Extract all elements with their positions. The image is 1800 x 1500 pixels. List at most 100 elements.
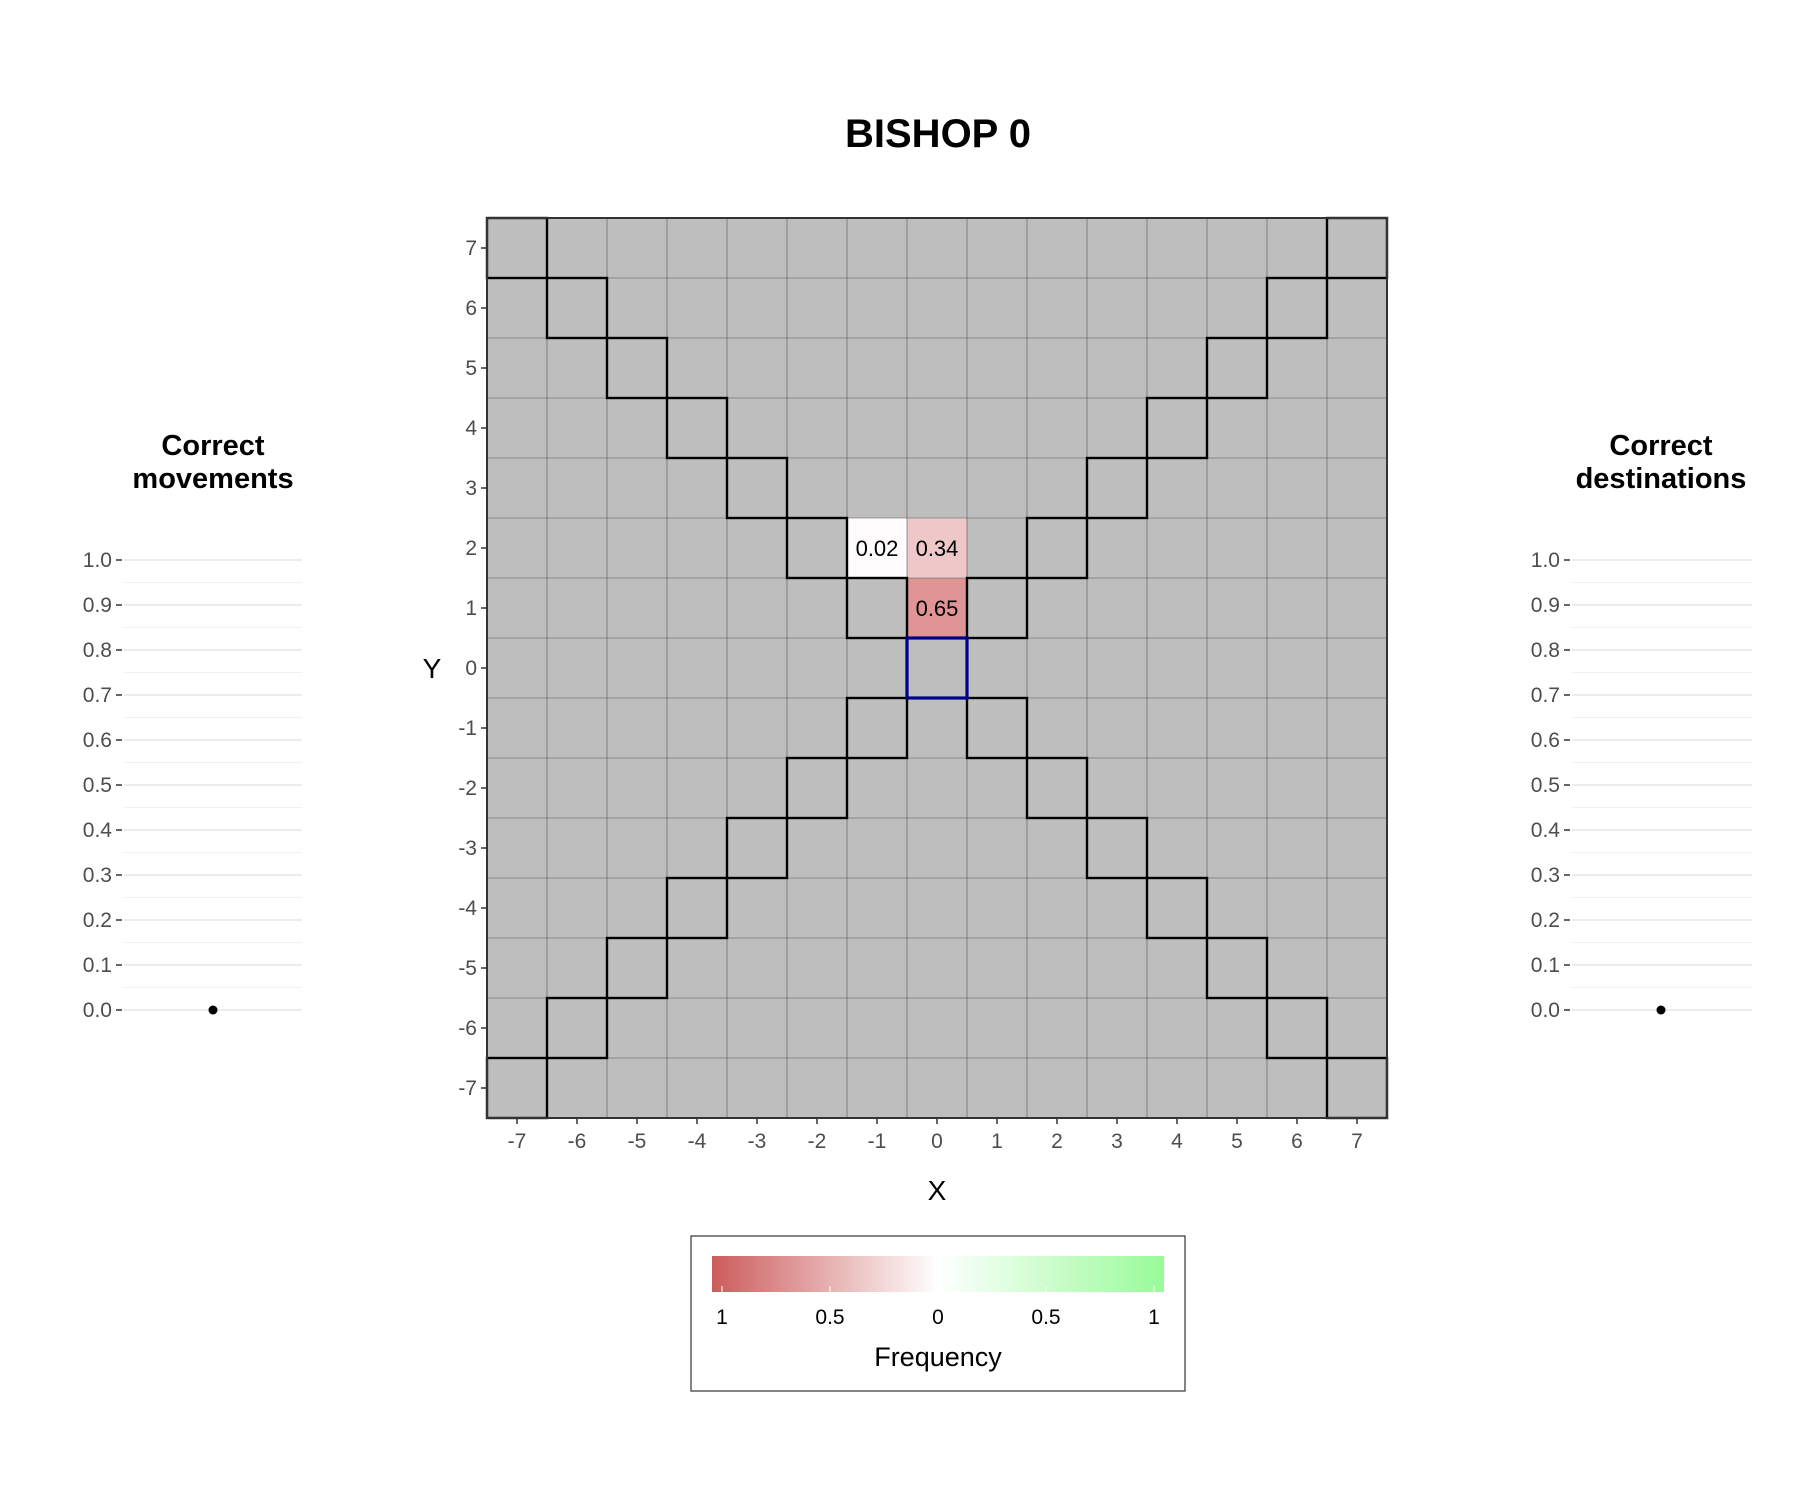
data-point <box>1656 1005 1666 1015</box>
y-tick-label: 0.4 <box>83 819 113 842</box>
y-tick-label: 0.3 <box>1531 864 1560 887</box>
legal-move-outline <box>1265 996 1329 1060</box>
legal-move-outline <box>1085 816 1149 880</box>
y-tick-label: 0.0 <box>83 999 112 1022</box>
legal-move-outline <box>965 696 1029 760</box>
origin-square <box>905 636 969 700</box>
y-tick-label: -5 <box>458 957 477 980</box>
legend-tick-label: 0.5 <box>1031 1306 1060 1329</box>
legal-move-outline <box>1205 336 1269 400</box>
legal-move-outline <box>785 756 849 820</box>
y-tick-label: -6 <box>458 1017 477 1040</box>
legal-move-outline <box>545 276 609 340</box>
y-tick-label: 0.7 <box>1531 684 1560 707</box>
y-tick-label: -7 <box>458 1077 477 1100</box>
y-tick-label: 1.0 <box>83 549 112 572</box>
x-tick-label: -3 <box>748 1130 767 1153</box>
legal-move-outline <box>725 456 789 520</box>
legend-tick-label: 0.5 <box>815 1306 844 1329</box>
legal-move-outline <box>1025 756 1089 820</box>
legal-move-outline <box>1085 456 1149 520</box>
x-tick-label: -6 <box>568 1130 587 1153</box>
y-tick-label: 0.9 <box>1531 594 1560 617</box>
y-tick-label: 0.9 <box>83 594 112 617</box>
y-tick-label: 0.1 <box>1531 954 1560 977</box>
heatmap-cell <box>907 578 967 638</box>
frequency-legend: 1 0.5 0 0.5 1 Frequency <box>690 1235 1186 1392</box>
chart-title: BISHOP 0 <box>845 112 1031 156</box>
heatmap-cell <box>847 518 907 578</box>
legal-move-outline <box>1145 876 1209 940</box>
cell-value-label: 0.34 <box>916 536 959 561</box>
x-tick-label: 4 <box>1171 1130 1183 1153</box>
y-tick-label: 0 <box>465 657 477 680</box>
y-axis-label: Y <box>423 653 442 684</box>
y-tick-label: 4 <box>465 417 477 440</box>
x-tick-label: 2 <box>1051 1130 1063 1153</box>
data-point <box>208 1005 218 1015</box>
panel-title: destinations <box>1576 463 1747 495</box>
panel-title: Correct <box>1609 430 1712 462</box>
legal-move-outline <box>1145 396 1209 460</box>
board-background <box>487 218 1387 1118</box>
y-tick-label: 6 <box>465 297 477 320</box>
x-tick-label: 1 <box>991 1130 1003 1153</box>
x-tick-label: -1 <box>868 1130 887 1153</box>
x-tick-label: -4 <box>688 1130 707 1153</box>
x-tick-label: 5 <box>1231 1130 1243 1153</box>
y-tick-label: 1.0 <box>1531 549 1560 572</box>
y-tick-label: 0.3 <box>83 864 112 887</box>
y-tick-label: 0.4 <box>1531 819 1561 842</box>
y-tick-label: 0.2 <box>1531 909 1560 932</box>
legal-move-outline <box>725 816 789 880</box>
y-tick-label: 0.2 <box>83 909 112 932</box>
legal-move-outline <box>845 576 909 640</box>
legend-tick-label: 0 <box>932 1306 944 1329</box>
y-tick-label: 3 <box>465 477 477 500</box>
legend-tick-label: 1 <box>1148 1306 1160 1329</box>
x-tick-label: 6 <box>1291 1130 1303 1153</box>
legal-move-outline <box>605 936 669 1000</box>
y-tick-label: 0.6 <box>1531 729 1560 752</box>
legal-move-outline <box>785 516 849 580</box>
legal-move-outline <box>545 996 609 1060</box>
y-tick-label: 0.5 <box>1531 774 1560 797</box>
y-tick-label: 0.7 <box>83 684 112 707</box>
y-tick-label: 5 <box>465 357 477 380</box>
y-tick-label: 0.1 <box>83 954 112 977</box>
y-tick-label: 0.6 <box>83 729 112 752</box>
heatmap-cell <box>907 518 967 578</box>
x-tick-label: 0 <box>931 1130 943 1153</box>
y-tick-label: -2 <box>458 777 477 800</box>
legal-move-outline <box>1265 276 1329 340</box>
cell-value-label: 0.65 <box>916 596 959 621</box>
y-tick-label: 0.8 <box>1531 639 1560 662</box>
y-tick-label: 2 <box>465 537 477 560</box>
heatmap-plot: 0.02 0.34 0.65 -7 -6 -5 -4 -3 -2 -1 0 1 2 3 4 5 6 7 -7 -6 -5… <box>423 216 1389 1206</box>
y-tick-label: 0.8 <box>83 639 112 662</box>
legal-move-outline <box>665 876 729 940</box>
y-tick-label: 7 <box>465 237 477 260</box>
x-tick-label: -5 <box>628 1130 647 1153</box>
y-tick-label: 0.5 <box>83 774 112 797</box>
legal-move-outline <box>665 396 729 460</box>
legal-move-outline <box>845 696 909 760</box>
legend-title: Frequency <box>874 1342 1002 1372</box>
x-axis-label: X <box>928 1175 947 1206</box>
y-tick-label: -3 <box>458 837 477 860</box>
panel-title: Correct <box>161 430 264 462</box>
y-tick-label: 1 <box>465 597 477 620</box>
x-tick-label: 7 <box>1351 1130 1363 1153</box>
legal-move-outline <box>1025 516 1089 580</box>
x-tick-label: -2 <box>808 1130 827 1153</box>
legal-move-outline <box>965 576 1029 640</box>
y-tick-label: -1 <box>458 717 477 740</box>
legend-tick-label: 1 <box>716 1306 728 1329</box>
legal-move-outline <box>1205 936 1269 1000</box>
x-tick-label: 3 <box>1111 1130 1123 1153</box>
cell-value-label: 0.02 <box>856 536 899 561</box>
y-tick-label: -4 <box>458 897 477 920</box>
x-tick-label: -7 <box>508 1130 527 1153</box>
